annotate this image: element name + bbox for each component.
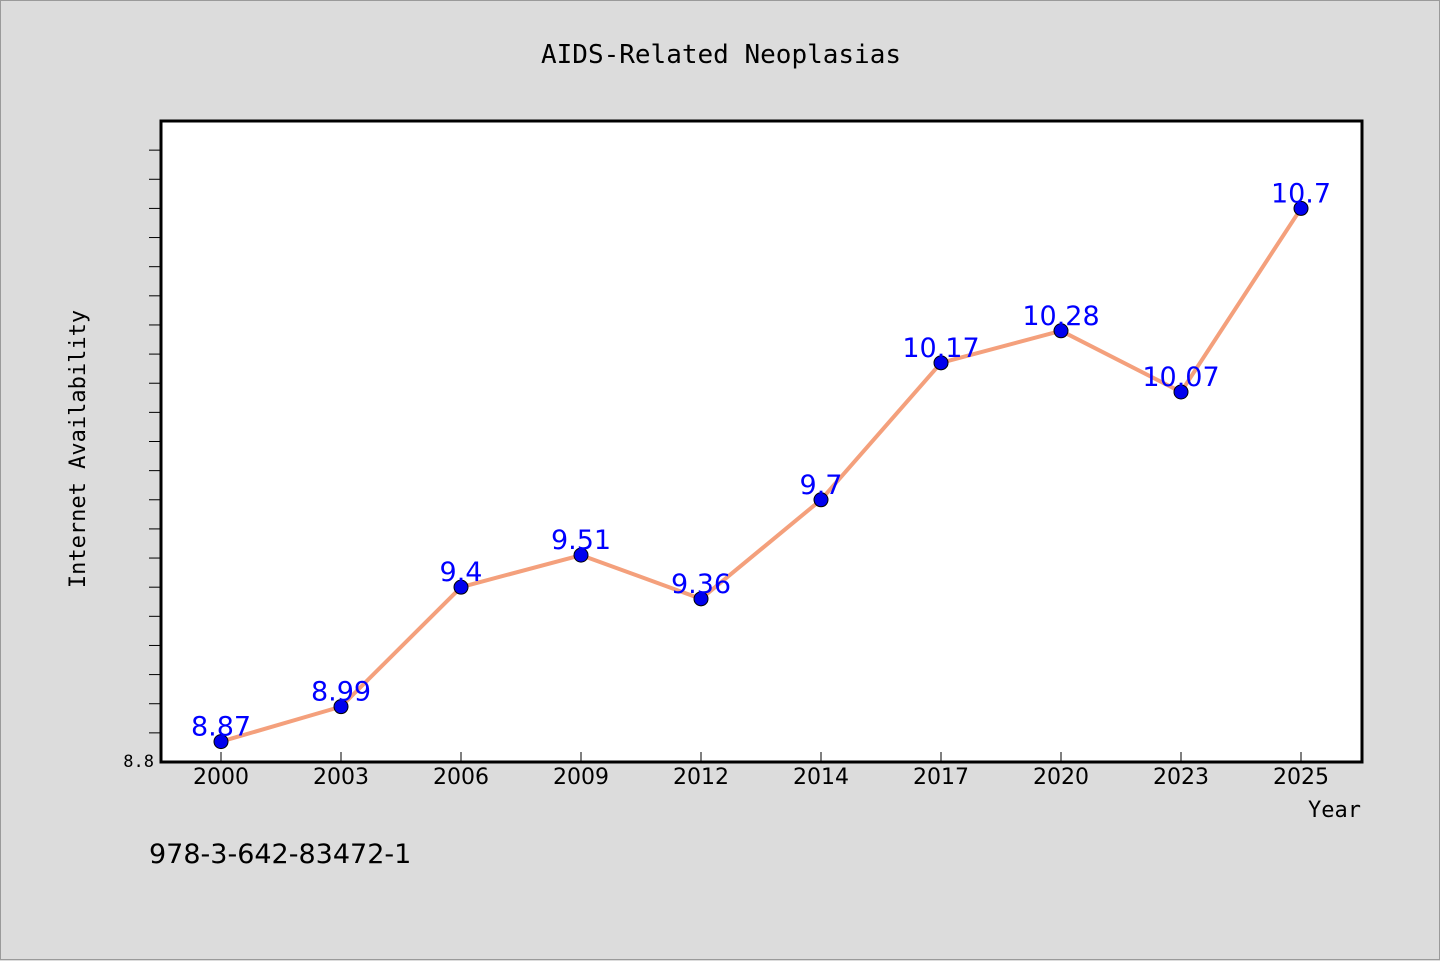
data-label: 10.17 bbox=[902, 333, 979, 364]
data-point bbox=[213, 734, 229, 750]
data-point bbox=[1293, 200, 1309, 216]
y-axis-ticks bbox=[149, 149, 161, 734]
data-label: 10.28 bbox=[1022, 301, 1099, 332]
x-tick-label: 2014 bbox=[793, 765, 849, 790]
data-point bbox=[453, 579, 469, 595]
x-tick-label: 2006 bbox=[433, 765, 489, 790]
plot-area bbox=[159, 119, 1364, 764]
x-tick-label: 2000 bbox=[193, 765, 249, 790]
data-label-layer: 8.87 8.99 9.4 9.51 9.36 9.7 10.17 10.28 10.07 10.… bbox=[191, 178, 1331, 742]
data-label: 9.4 bbox=[440, 557, 483, 588]
y-axis-label: Internet Availability bbox=[66, 310, 91, 588]
data-label: 8.99 bbox=[311, 677, 371, 708]
chart-title: AIDS-Related Neoplasias bbox=[541, 40, 901, 70]
data-point bbox=[333, 699, 349, 715]
data-label: 10.7 bbox=[1271, 178, 1331, 209]
x-tick-label: 2020 bbox=[1033, 765, 1089, 790]
data-point bbox=[1053, 323, 1069, 339]
data-label: 9.51 bbox=[551, 525, 611, 556]
x-tick-label: 2023 bbox=[1153, 765, 1209, 790]
data-point bbox=[1173, 384, 1189, 400]
x-axis-ticks: 2000 2003 2006 2009 2012 2014 2017 2020 2023 2025 bbox=[193, 752, 1329, 790]
x-tick-label: 2025 bbox=[1273, 765, 1329, 790]
footer-code: 978-3-642-83472-1 bbox=[149, 839, 411, 870]
data-point bbox=[933, 355, 949, 371]
x-tick-label: 2003 bbox=[313, 765, 369, 790]
x-tick-label: 2017 bbox=[913, 765, 969, 790]
data-label: 9.36 bbox=[671, 569, 731, 600]
series-layer bbox=[213, 200, 1309, 750]
data-label: 9.7 bbox=[800, 470, 843, 501]
data-point bbox=[813, 492, 829, 508]
x-axis-label: Year bbox=[1308, 798, 1361, 823]
data-point bbox=[573, 547, 589, 563]
data-label: 8.87 bbox=[191, 712, 251, 743]
x-tick-label: 2009 bbox=[553, 765, 609, 790]
data-label: 10.07 bbox=[1142, 362, 1219, 393]
data-point bbox=[693, 591, 709, 607]
series-line bbox=[219, 206, 1303, 744]
y-tick-label: 8.8 bbox=[123, 752, 154, 772]
x-tick-label: 2012 bbox=[673, 765, 729, 790]
